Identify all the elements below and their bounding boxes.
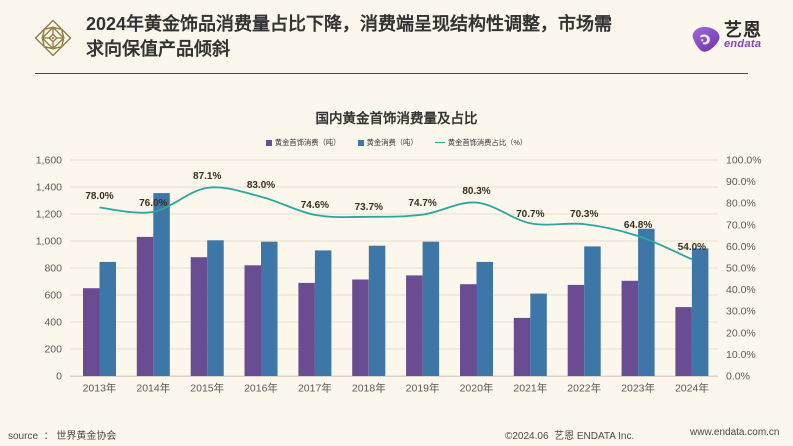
svg-text:200: 200 — [44, 344, 62, 356]
svg-text:0.0%: 0.0% — [726, 371, 750, 383]
svg-text:1,200: 1,200 — [36, 209, 62, 221]
svg-text:2020年: 2020年 — [460, 382, 494, 395]
svg-text:76.0%: 76.0% — [139, 198, 167, 209]
svg-text:1,000: 1,000 — [36, 236, 62, 248]
svg-text:2021年: 2021年 — [513, 382, 547, 395]
svg-text:100.0%: 100.0% — [726, 155, 762, 167]
svg-text:800: 800 — [44, 263, 62, 275]
svg-text:10.0%: 10.0% — [726, 349, 756, 361]
svg-text:64.8%: 64.8% — [624, 220, 652, 231]
svg-text:80.0%: 80.0% — [726, 198, 756, 210]
svg-text:2015年: 2015年 — [190, 382, 224, 395]
svg-text:50.0%: 50.0% — [726, 263, 756, 275]
svg-text:70.7%: 70.7% — [516, 209, 544, 220]
svg-text:0: 0 — [56, 371, 62, 383]
svg-text:40.0%: 40.0% — [726, 284, 756, 296]
svg-text:2013年: 2013年 — [83, 382, 117, 395]
svg-text:2022年: 2022年 — [567, 382, 601, 395]
svg-text:2023年: 2023年 — [621, 382, 655, 395]
svg-text:2014年: 2014年 — [136, 382, 170, 395]
svg-text:2016年: 2016年 — [244, 382, 278, 395]
svg-text:90.0%: 90.0% — [726, 176, 756, 188]
svg-text:73.7%: 73.7% — [355, 202, 383, 213]
svg-text:87.1%: 87.1% — [193, 171, 221, 182]
svg-text:30.0%: 30.0% — [726, 306, 756, 318]
svg-text:2017年: 2017年 — [298, 382, 332, 395]
svg-text:74.6%: 74.6% — [301, 200, 329, 211]
svg-text:54.0%: 54.0% — [678, 242, 706, 253]
svg-text:2019年: 2019年 — [406, 382, 440, 395]
svg-text:70.3%: 70.3% — [570, 209, 598, 220]
svg-text:74.7%: 74.7% — [408, 198, 436, 209]
svg-text:83.0%: 83.0% — [247, 180, 275, 191]
svg-text:80.3%: 80.3% — [462, 186, 490, 197]
svg-text:1,400: 1,400 — [36, 182, 62, 194]
svg-text:1,600: 1,600 — [36, 155, 62, 167]
svg-text:78.0%: 78.0% — [85, 191, 113, 202]
svg-text:2024年: 2024年 — [675, 382, 709, 395]
svg-text:60.0%: 60.0% — [726, 241, 756, 253]
svg-text:70.0%: 70.0% — [726, 219, 756, 231]
svg-text:20.0%: 20.0% — [726, 327, 756, 339]
svg-text:400: 400 — [44, 317, 62, 329]
svg-text:2018年: 2018年 — [352, 382, 386, 395]
svg-text:600: 600 — [44, 290, 62, 302]
